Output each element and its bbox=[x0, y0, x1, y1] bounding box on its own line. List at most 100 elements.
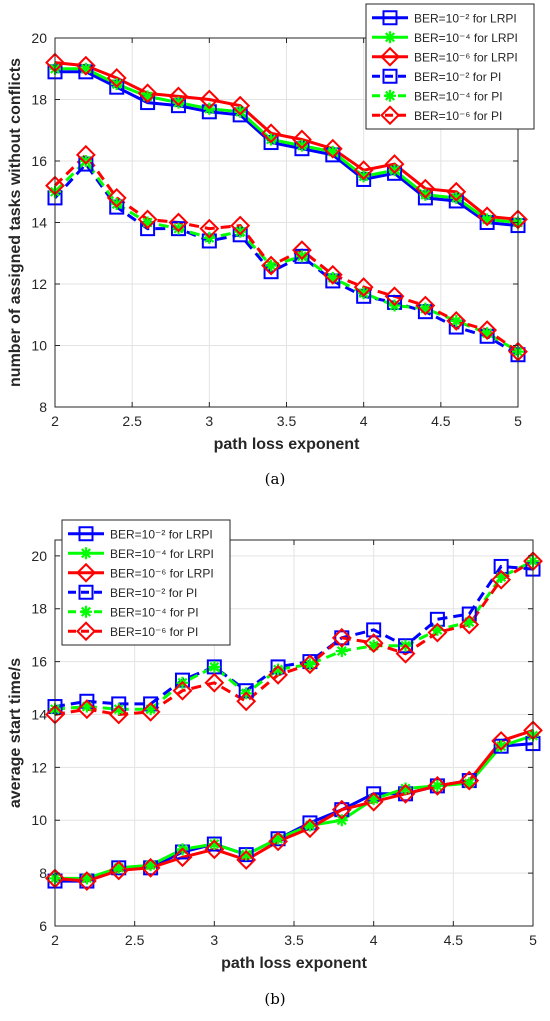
data-point bbox=[331, 799, 352, 820]
series-line-1 bbox=[55, 70, 519, 228]
data-point bbox=[322, 138, 343, 159]
data-point bbox=[234, 225, 247, 238]
legend-label: BER=10⁻⁶ for PI bbox=[110, 625, 198, 639]
data-point bbox=[292, 240, 312, 261]
legend-label: BER=10⁻⁶ for LRPI bbox=[110, 566, 214, 580]
data-point bbox=[236, 849, 257, 870]
y-tick-label: 12 bbox=[31, 276, 47, 292]
legend-label: BER=10⁻⁴ for PI bbox=[110, 605, 199, 619]
data-point bbox=[429, 778, 445, 794]
data-point bbox=[106, 187, 127, 208]
data-point bbox=[75, 144, 96, 165]
x-tick-label: 3 bbox=[210, 932, 218, 948]
x-tick-label: 2 bbox=[51, 932, 59, 948]
data-point bbox=[172, 847, 193, 868]
data-point bbox=[491, 569, 512, 590]
data-point bbox=[363, 633, 384, 654]
data-point bbox=[357, 170, 370, 183]
data-point bbox=[463, 777, 476, 790]
data-point bbox=[110, 198, 123, 211]
chart-b-svg: 2 2.5 3 3.5 4 4.5 5 6 8 10 12 14 16 18 20 path loss exp… bbox=[7, 519, 543, 972]
y-tick-label: 16 bbox=[31, 654, 47, 670]
data-point bbox=[140, 701, 161, 722]
y-tick-label: 6 bbox=[39, 918, 47, 934]
y-axis-label: number of assigned tasks without conflic… bbox=[7, 58, 24, 387]
data-point bbox=[268, 664, 288, 685]
data-point bbox=[208, 660, 221, 673]
data-point bbox=[353, 160, 374, 181]
data-point bbox=[265, 133, 278, 146]
data-point bbox=[450, 314, 463, 327]
data-point bbox=[199, 218, 220, 239]
series-markers-6 bbox=[45, 144, 528, 362]
legend-marker bbox=[78, 584, 94, 600]
data-point bbox=[334, 630, 350, 646]
series-markers-6 bbox=[45, 551, 543, 725]
y-tick-label: 16 bbox=[31, 153, 47, 169]
data-point bbox=[431, 779, 444, 792]
data-point bbox=[268, 831, 288, 852]
y-tick-label: 8 bbox=[39, 865, 47, 881]
data-point bbox=[265, 259, 278, 272]
series-line-2 bbox=[55, 67, 519, 224]
data-point bbox=[292, 129, 312, 150]
data-point bbox=[353, 277, 374, 297]
data-point bbox=[363, 791, 384, 812]
series-line-4 bbox=[53, 161, 519, 356]
data-point bbox=[331, 627, 352, 648]
series-line-6 bbox=[53, 152, 519, 353]
data-point bbox=[395, 643, 416, 664]
series-line-6 bbox=[54, 559, 534, 717]
x-tick-label: 2 bbox=[51, 413, 59, 429]
data-point bbox=[172, 96, 185, 109]
legend-marker bbox=[384, 89, 396, 102]
data-point bbox=[168, 86, 189, 107]
legend-label: BER=10⁻² for LRPI bbox=[414, 11, 517, 25]
data-point bbox=[204, 839, 225, 860]
y-tick-label: 14 bbox=[31, 706, 47, 722]
data-point bbox=[295, 139, 308, 152]
x-tick-label: 3.5 bbox=[277, 413, 297, 429]
data-point bbox=[80, 872, 93, 885]
data-point bbox=[367, 793, 380, 806]
legend: BER=10⁻² for LRPI BER=10⁻⁴ for LRPI BER=10… bbox=[61, 519, 231, 646]
chart-a: 2 2.5 3 3.5 4 4.5 5 8 10 12 14 16 18 20 path loss expo… bbox=[0, 0, 550, 500]
data-point bbox=[172, 222, 185, 235]
legend-marker bbox=[76, 621, 96, 642]
data-point bbox=[294, 248, 310, 264]
data-point bbox=[168, 212, 189, 233]
data-point bbox=[427, 775, 448, 796]
data-point bbox=[477, 320, 498, 341]
data-point bbox=[106, 68, 127, 88]
legend-label: BER=10⁻⁶ for LRPI bbox=[414, 50, 518, 64]
data-point bbox=[303, 819, 316, 832]
data-point bbox=[144, 859, 157, 872]
x-tick-label: 3 bbox=[205, 413, 213, 429]
chart-a-svg: 2 2.5 3 3.5 4 4.5 5 8 10 12 14 16 18 20 path loss expo… bbox=[7, 3, 535, 453]
y-tick-label: 10 bbox=[31, 812, 47, 828]
data-point bbox=[395, 783, 416, 804]
y-tick-label: 18 bbox=[31, 601, 47, 617]
x-tick-label: 4 bbox=[370, 932, 378, 948]
series-line-4 bbox=[54, 564, 534, 709]
x-axis-label: path loss exponent bbox=[221, 955, 367, 972]
data-point bbox=[261, 123, 281, 144]
data-point bbox=[172, 680, 193, 701]
legend-label: BER=10⁻⁴ for LRPI bbox=[110, 547, 214, 561]
data-point bbox=[495, 571, 508, 584]
data-point bbox=[300, 654, 320, 675]
legend-label: BER=10⁻⁴ for LRPI bbox=[414, 31, 518, 45]
data-point bbox=[477, 206, 498, 227]
data-point bbox=[415, 295, 436, 316]
y-tick-label: 8 bbox=[39, 399, 47, 415]
series-line-5 bbox=[54, 559, 534, 711]
data-point bbox=[463, 615, 476, 628]
legend-label: BER=10⁻² for PI bbox=[414, 70, 501, 84]
data-point bbox=[108, 860, 129, 881]
y-tick-label: 20 bbox=[31, 548, 47, 564]
legend-marker bbox=[384, 31, 396, 44]
x-tick-label: 2.5 bbox=[122, 413, 142, 429]
x-tick-label: 3.5 bbox=[284, 932, 304, 948]
data-point bbox=[137, 209, 158, 230]
x-tick-label: 4 bbox=[360, 413, 368, 429]
